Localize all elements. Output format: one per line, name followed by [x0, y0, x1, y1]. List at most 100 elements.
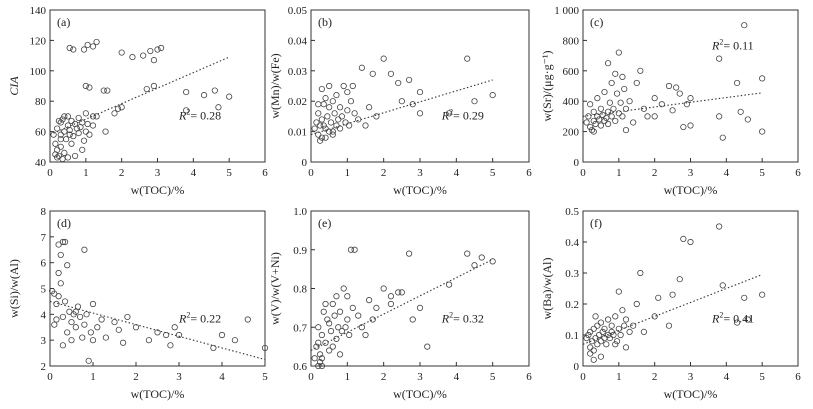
- data-point: [336, 125, 344, 132]
- data-point: [74, 303, 82, 310]
- data-point: [687, 95, 694, 102]
- data-point: [336, 308, 344, 315]
- data-point: [66, 44, 73, 52]
- r-symbol: R: [711, 38, 720, 52]
- r-squared-value: = 0.41: [723, 312, 754, 326]
- data-point: [590, 356, 597, 363]
- data-point: [373, 304, 380, 311]
- r-squared-value: = 0.28: [190, 108, 221, 122]
- y-tick-label: 200: [563, 127, 580, 139]
- x-tick-label: 0: [580, 167, 586, 179]
- data-point: [759, 291, 766, 298]
- data-point: [326, 128, 333, 135]
- data-point: [622, 344, 630, 351]
- data-point: [719, 282, 726, 289]
- data-point: [129, 54, 136, 61]
- y-tick-label: 600: [563, 66, 580, 78]
- data-point: [612, 70, 619, 77]
- data-point: [132, 324, 140, 331]
- data-point: [583, 119, 590, 126]
- y-tick-label: 6: [41, 258, 47, 270]
- data-point: [322, 300, 329, 308]
- data-point: [585, 331, 592, 339]
- data-point: [318, 362, 325, 370]
- data-point: [52, 140, 59, 147]
- data-point: [594, 95, 601, 102]
- x-tick-label: 1: [616, 371, 622, 383]
- data-point: [599, 328, 606, 335]
- data-point: [327, 328, 335, 335]
- y-tick-label: 0.9: [293, 245, 307, 257]
- data-point: [316, 122, 324, 129]
- data-point: [633, 79, 640, 87]
- superscript-two: 2: [186, 107, 190, 116]
- data-point: [744, 316, 751, 323]
- data-point: [318, 85, 325, 93]
- data-point: [596, 331, 603, 339]
- r-squared-annotation: R2= 0.11: [711, 37, 754, 52]
- data-point: [89, 300, 97, 308]
- data-point: [163, 331, 170, 339]
- data-point: [53, 300, 60, 308]
- data-point: [347, 98, 355, 105]
- data-point: [81, 321, 88, 328]
- panel-label: (f): [590, 216, 602, 230]
- superscript-two: 2: [719, 311, 723, 320]
- data-point: [741, 294, 748, 301]
- data-point: [86, 84, 93, 91]
- data-point: [167, 342, 174, 349]
- data-point: [94, 324, 101, 331]
- data-point: [380, 285, 387, 292]
- x-tick-label: 4: [724, 371, 730, 383]
- data-point: [615, 288, 622, 295]
- data-point: [54, 125, 61, 132]
- data-point: [324, 113, 331, 120]
- data-point: [617, 99, 624, 106]
- data-point: [55, 269, 62, 277]
- data-point: [102, 128, 109, 135]
- data-point: [604, 108, 612, 115]
- y-axis-label: w(Si)/w(Al): [7, 259, 21, 318]
- data-point: [478, 254, 485, 261]
- data-point: [329, 98, 336, 105]
- data-point: [50, 131, 57, 138]
- data-point: [211, 87, 218, 94]
- data-point: [140, 52, 147, 59]
- data-point: [655, 294, 662, 301]
- x-tick-label: 6: [526, 167, 532, 179]
- data-point: [344, 316, 351, 323]
- data-point: [79, 334, 86, 341]
- data-point: [587, 328, 594, 335]
- data-point: [608, 79, 615, 87]
- data-point: [358, 324, 365, 331]
- y-axis-label: w(Mn)/w(Fe): [268, 53, 282, 118]
- data-point: [93, 113, 100, 120]
- data-point: [61, 298, 69, 305]
- data-point: [104, 87, 111, 94]
- data-point: [340, 82, 347, 90]
- data-point: [124, 313, 131, 321]
- data-point: [358, 64, 365, 71]
- data-point: [351, 246, 358, 253]
- data-point: [68, 140, 75, 147]
- y-tick-label: 1.0: [293, 206, 307, 218]
- y-tick-label: 120: [30, 35, 47, 47]
- data-point: [344, 107, 351, 114]
- data-point: [597, 105, 605, 112]
- data-point: [68, 117, 75, 125]
- data-point: [683, 101, 691, 108]
- data-point: [610, 331, 617, 339]
- data-point: [373, 113, 380, 120]
- data-point: [395, 289, 402, 296]
- data-point: [315, 131, 322, 138]
- data-point: [644, 113, 651, 120]
- data-point: [318, 134, 325, 141]
- data-point: [318, 331, 325, 339]
- data-point: [369, 316, 376, 323]
- y-tick-label: 100: [30, 66, 47, 78]
- data-point: [59, 238, 67, 246]
- x-tick-label: 6: [795, 167, 801, 179]
- r-symbol: R: [178, 312, 187, 326]
- data-point: [669, 107, 676, 114]
- data-point: [669, 291, 676, 298]
